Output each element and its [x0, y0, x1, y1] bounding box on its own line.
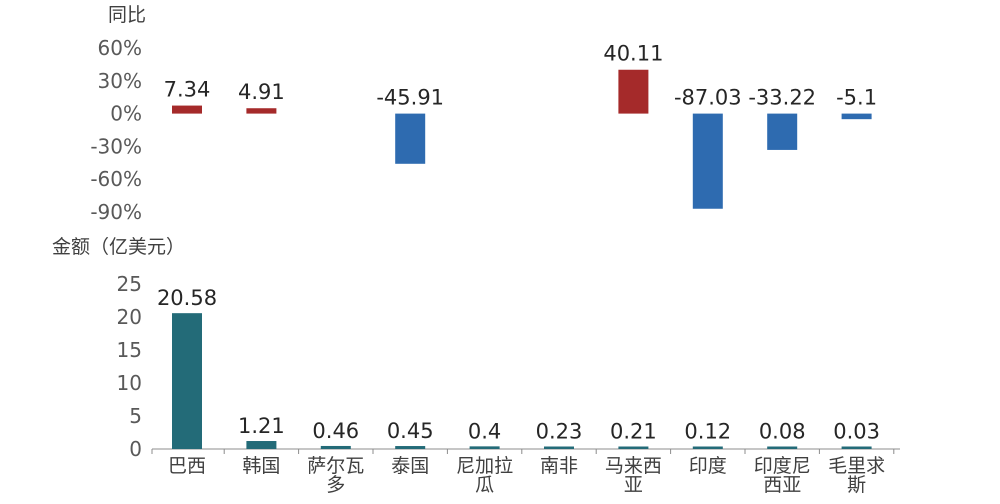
yoy-data-label: 40.11 — [603, 42, 663, 66]
yoy-panel-title: 同比 — [108, 4, 146, 26]
yoy-data-label: 7.34 — [164, 78, 211, 102]
yoy-data-label: -33.22 — [748, 86, 816, 110]
amount-y-tick-label: 15 — [117, 338, 142, 362]
yoy-y-tick-label: -30% — [90, 134, 142, 158]
amount-bar — [395, 446, 426, 449]
amount-bar — [841, 446, 872, 449]
yoy-bar — [841, 113, 872, 120]
amount-data-label: 0.21 — [610, 420, 657, 444]
amount-y-tick-label: 20 — [117, 305, 142, 329]
yoy-bar — [246, 108, 277, 114]
amount-data-label: 0.23 — [536, 420, 583, 444]
yoy-bar — [618, 69, 649, 114]
amount-y-tick-label: 25 — [117, 272, 142, 296]
amount-panel: 金额（亿美元） 25 20 15 10 5 0 20.58 1.21 0.46 0.45 0.4 0… — [52, 236, 900, 496]
amount-bar — [767, 446, 798, 449]
amount-data-label: 1.21 — [238, 414, 285, 438]
yoy-data-label: -87.03 — [674, 86, 742, 110]
amount-bar — [246, 441, 277, 449]
amount-y-tick-label: 10 — [117, 371, 142, 395]
x-category-label: 亚 — [624, 474, 643, 496]
amount-panel-title: 金额（亿美元） — [52, 236, 185, 258]
amount-bar — [544, 446, 574, 449]
amount-data-label: 20.58 — [157, 286, 217, 310]
amount-bars — [172, 313, 872, 449]
yoy-data-label: -45.91 — [376, 86, 444, 110]
yoy-y-tick-label: 30% — [98, 69, 142, 93]
x-category-label: 萨尔瓦 — [307, 455, 364, 477]
x-category-label: 南非 — [540, 455, 578, 477]
yoy-data-labels: 7.34 4.91 -45.91 40.11 -87.03 -33.22 -5.1 — [164, 42, 877, 110]
amount-y-axis: 25 20 15 10 5 0 — [117, 272, 142, 461]
yoy-bar — [692, 113, 723, 209]
amount-data-label: 0.03 — [833, 420, 880, 444]
amount-data-label: 0.45 — [387, 419, 434, 443]
x-category-label: 多 — [326, 474, 345, 496]
yoy-data-label: 4.91 — [238, 80, 285, 104]
yoy-bar — [395, 113, 426, 164]
yoy-bar — [767, 113, 798, 150]
amount-data-label: 0.12 — [684, 420, 731, 444]
yoy-y-axis: 60% 30% 0% -30% -60% -90% — [90, 36, 142, 224]
x-category-label: 韩国 — [242, 455, 280, 477]
amount-bar — [320, 445, 351, 449]
amount-y-tick-label: 5 — [129, 404, 142, 428]
amount-bar — [172, 313, 202, 449]
amount-data-labels: 20.58 1.21 0.46 0.45 0.4 0.23 0.21 0.12 0.08 0.03 — [157, 286, 880, 443]
yoy-y-tick-label: 60% — [98, 36, 142, 60]
yoy-bars — [172, 69, 872, 209]
x-category-label: 印度 — [689, 455, 727, 477]
amount-bar — [618, 446, 649, 449]
x-category-label: 尼加拉 — [456, 455, 513, 477]
yoy-y-tick-label: -90% — [90, 200, 142, 224]
amount-data-label: 0.4 — [468, 419, 501, 443]
yoy-data-label: -5.1 — [836, 86, 877, 110]
amount-y-tick-label: 0 — [129, 437, 142, 461]
x-category-label: 瓜 — [475, 474, 494, 496]
yoy-y-tick-label: 0% — [110, 102, 142, 126]
amount-bar — [692, 446, 723, 449]
amount-bar — [469, 446, 500, 449]
yoy-y-tick-label: -60% — [90, 167, 142, 191]
amount-data-label: 0.08 — [759, 420, 806, 444]
x-category-label: 毛里求 — [828, 455, 885, 477]
x-category-label: 泰国 — [391, 455, 429, 477]
x-category-label: 马来西 — [605, 455, 662, 477]
x-category-label: 印度尼 — [754, 455, 811, 477]
x-category-label: 斯 — [847, 474, 866, 496]
amount-data-label: 0.46 — [312, 419, 359, 443]
yoy-bar — [172, 105, 202, 114]
yoy-panel: 同比 60% 30% 0% -30% -60% -90% 7.34 4.91 -45.91 40… — [90, 4, 877, 224]
x-category-label: 巴西 — [168, 455, 206, 477]
x-category-label: 西亚 — [763, 474, 801, 496]
